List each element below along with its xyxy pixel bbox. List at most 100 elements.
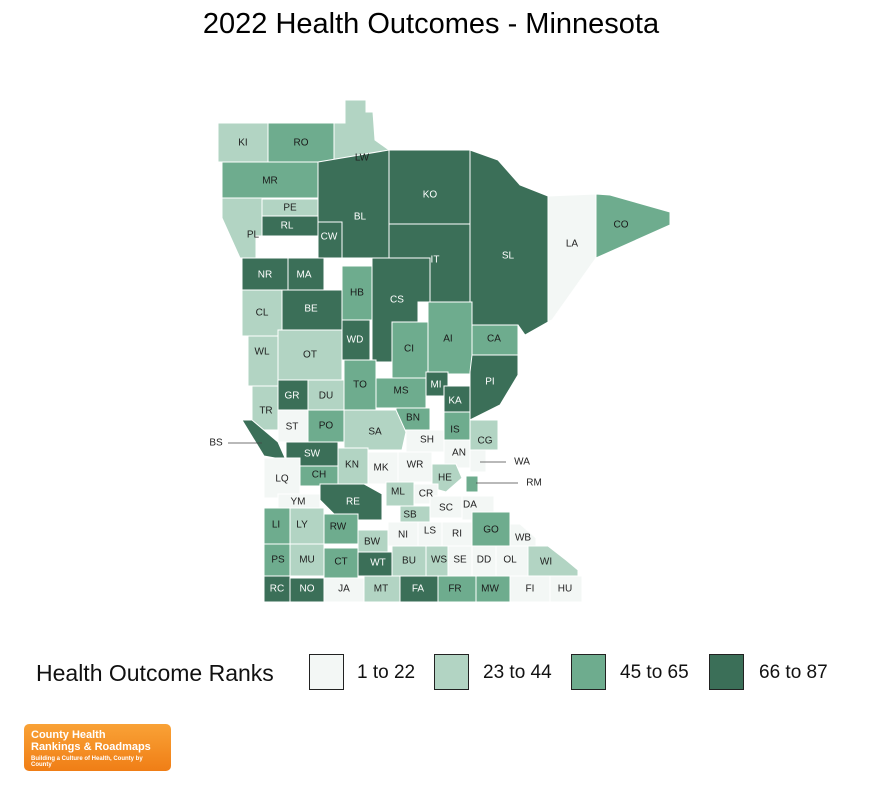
legend-label-1: 1 to 22 <box>357 662 416 683</box>
county-fi <box>509 575 551 603</box>
county-nr <box>241 257 289 291</box>
county-label-po: PO <box>319 421 334 432</box>
county-label-an: AN <box>452 448 466 459</box>
logo-line-1: County Health <box>31 729 106 741</box>
county-label-tr: TR <box>259 406 272 417</box>
county-co <box>595 193 671 259</box>
county-hb <box>341 265 373 321</box>
county-tr <box>251 385 279 431</box>
county-label-ls: LS <box>424 526 437 537</box>
logo-line-2: Rankings & Roadmaps <box>31 741 151 753</box>
county-ai <box>427 301 473 375</box>
county-ja <box>323 577 365 603</box>
county-label-sl: SL <box>502 251 515 262</box>
county-label-mt: MT <box>374 584 388 595</box>
county-label-to: TO <box>353 380 367 391</box>
county-label-ch: CH <box>312 470 326 481</box>
county-label-wr: WR <box>407 460 424 471</box>
county-label-he: HE <box>438 473 452 484</box>
county-lq <box>263 457 301 499</box>
county-bu <box>391 545 427 577</box>
county-sa <box>343 409 407 451</box>
county-label-ws: WS <box>431 555 447 566</box>
county-label-bl: BL <box>354 212 367 223</box>
county-label-sc: SC <box>439 503 453 514</box>
county-label-ct: CT <box>334 557 347 568</box>
county-ro <box>267 122 335 163</box>
logo-tagline: Building a Culture of Health, County by … <box>31 756 143 768</box>
legend-label-4: 66 to 87 <box>759 662 828 683</box>
county-bs <box>241 419 287 461</box>
map-title: 2022 Health Outcomes - Minnesota <box>202 8 660 40</box>
county-la <box>547 193 597 323</box>
county-label-ms: MS <box>394 386 409 397</box>
county-label-du: DU <box>319 391 333 402</box>
county-re <box>319 483 383 521</box>
county-label-la: LA <box>566 239 579 250</box>
county-label-it: IT <box>431 255 440 266</box>
county-label-rc: RC <box>270 584 284 595</box>
county-wi <box>527 545 579 577</box>
county-gr <box>277 379 309 411</box>
county-label-bu: BU <box>402 556 416 567</box>
county-health-rankings-logo: County Health Rankings & Roadmaps Buildi… <box>24 724 171 771</box>
county-label-rm: RM <box>526 478 542 489</box>
county-label-rw: RW <box>330 522 347 533</box>
county-label-ca: CA <box>487 334 501 345</box>
county-label-ja: JA <box>338 584 350 595</box>
county-label-fi: FI <box>526 584 535 595</box>
county-label-ci: CI <box>404 344 414 355</box>
county-mi <box>425 371 449 397</box>
county-label-bw: BW <box>364 537 381 548</box>
county-ni <box>387 521 419 547</box>
county-label-hb: HB <box>350 288 364 299</box>
county-cg <box>469 419 499 451</box>
county-wl <box>247 335 279 387</box>
county-label-gr: GR <box>285 391 300 402</box>
county-rm <box>465 475 479 493</box>
legend-swatch-2 <box>434 654 469 690</box>
county-du <box>307 379 345 411</box>
county-label-ko: KO <box>423 190 438 201</box>
county-label-re: RE <box>346 497 360 508</box>
county-label-pl: PL <box>247 230 260 241</box>
county-label-li: LI <box>272 520 280 531</box>
county-label-se: SE <box>453 555 467 566</box>
county-label-mk: MK <box>374 463 389 474</box>
legend-label-3: 45 to 65 <box>620 662 689 683</box>
county-wa <box>469 449 487 473</box>
county-label-ka: KA <box>448 396 462 407</box>
county-label-kn: KN <box>345 460 359 471</box>
county-be <box>281 289 343 331</box>
county-label-mr: MR <box>262 176 278 187</box>
county-label-cs: CS <box>390 295 404 306</box>
county-label-cl: CL <box>256 308 269 319</box>
county-label-cg: CG <box>478 436 493 447</box>
county-label-hu: HU <box>558 584 572 595</box>
county-label-sw: SW <box>304 449 321 460</box>
county-label-ro: RO <box>294 138 309 149</box>
county-ch <box>299 465 339 487</box>
county-label-ot: OT <box>303 350 317 361</box>
county-label-lq: LQ <box>275 474 289 485</box>
legend-title: Health Outcome Ranks <box>36 660 274 686</box>
county-wr <box>397 451 433 483</box>
county-label-wd: WD <box>347 335 364 346</box>
county-label-ol: OL <box>503 555 517 566</box>
county-label-ym: YM <box>291 497 306 508</box>
county-mu <box>289 543 325 577</box>
county-label-mu: MU <box>299 555 315 566</box>
county-label-fr: FR <box>448 584 461 595</box>
county-label-wl: WL <box>255 347 270 358</box>
county-go <box>471 511 511 547</box>
county-label-sa: SA <box>368 427 382 438</box>
county-label-wb: WB <box>515 533 531 544</box>
county-ot <box>277 329 343 381</box>
legend-label-2: 23 to 44 <box>483 662 552 683</box>
county-label-pi: PI <box>485 377 494 388</box>
county-label-cr: CR <box>419 489 433 500</box>
county-label-bs: BS <box>209 438 223 449</box>
county-label-wi: WI <box>540 557 552 568</box>
county-label-go: GO <box>483 525 499 536</box>
county-rw <box>323 513 359 545</box>
